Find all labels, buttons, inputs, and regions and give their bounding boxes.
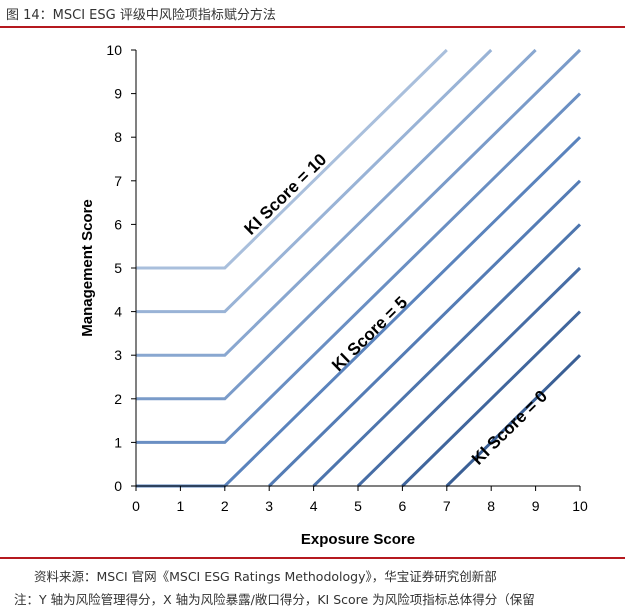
y-tick-label: 7: [114, 173, 122, 189]
series-line-2: [136, 48, 493, 314]
tick-layer: 0 1 2 3 4 5 6 7 8 9 10 0 1 2 3 4 5 6 7 8 9 10: [106, 42, 588, 514]
annotation-layer: KI Score = 10 KI Score = 5 KI Score = 0: [240, 150, 551, 469]
x-tick-label: 9: [532, 498, 540, 514]
series-line-8: [312, 223, 582, 488]
series-line-3: [136, 48, 537, 357]
top-rule: [0, 26, 625, 28]
y-axis-title: Management Score: [79, 199, 96, 337]
x-axis-title: Exposure Score: [301, 531, 415, 548]
annotation-ki-score-1: KI Score = 10: [240, 150, 330, 239]
series-line-7: [268, 179, 582, 488]
y-tick-label: 2: [114, 391, 122, 407]
series-line-11: [445, 354, 582, 488]
x-tick-label: 3: [265, 498, 273, 514]
series-line-1: [136, 48, 448, 270]
y-tick-label: 0: [114, 478, 122, 494]
annotation-ki-score-3: KI Score = 0: [468, 387, 551, 469]
y-tick-label: 10: [106, 42, 122, 58]
source-note: 资料来源：MSCI 官网《MSCI ESG Ratings Methodolog…: [34, 569, 497, 584]
y-tick-label: 5: [114, 260, 122, 276]
series-line-9: [356, 266, 582, 488]
figure-title: 图 14：MSCI ESG 评级中风险项指标赋分方法: [6, 8, 276, 23]
y-tick-label: 1: [114, 434, 122, 450]
y-tick-label: 8: [114, 129, 122, 145]
annotation-ki-score-2: KI Score = 5: [328, 293, 411, 375]
y-tick-label: 6: [114, 216, 122, 232]
y-tick-label: 9: [114, 86, 122, 102]
x-tick-label: 0: [132, 498, 140, 514]
bottom-rule: [0, 557, 625, 559]
x-tick-label: 7: [443, 498, 451, 514]
x-tick-label: 10: [572, 498, 588, 514]
y-tick-label: 3: [114, 347, 122, 363]
x-tick-label: 4: [310, 498, 318, 514]
x-tick-label: 5: [354, 498, 362, 514]
x-tick-label: 6: [399, 498, 407, 514]
x-tick-label: 2: [221, 498, 229, 514]
series-line-10: [401, 310, 582, 488]
x-tick-label: 1: [177, 498, 185, 514]
x-tick-label: 8: [487, 498, 495, 514]
series-line-5: [136, 92, 582, 444]
y-tick-label: 4: [114, 304, 122, 320]
series-line-4: [136, 48, 582, 401]
axis-note: 注：Y 轴为风险管理得分，X 轴为风险暴露/敞口得分，KI Score 为风险项…: [14, 592, 535, 607]
